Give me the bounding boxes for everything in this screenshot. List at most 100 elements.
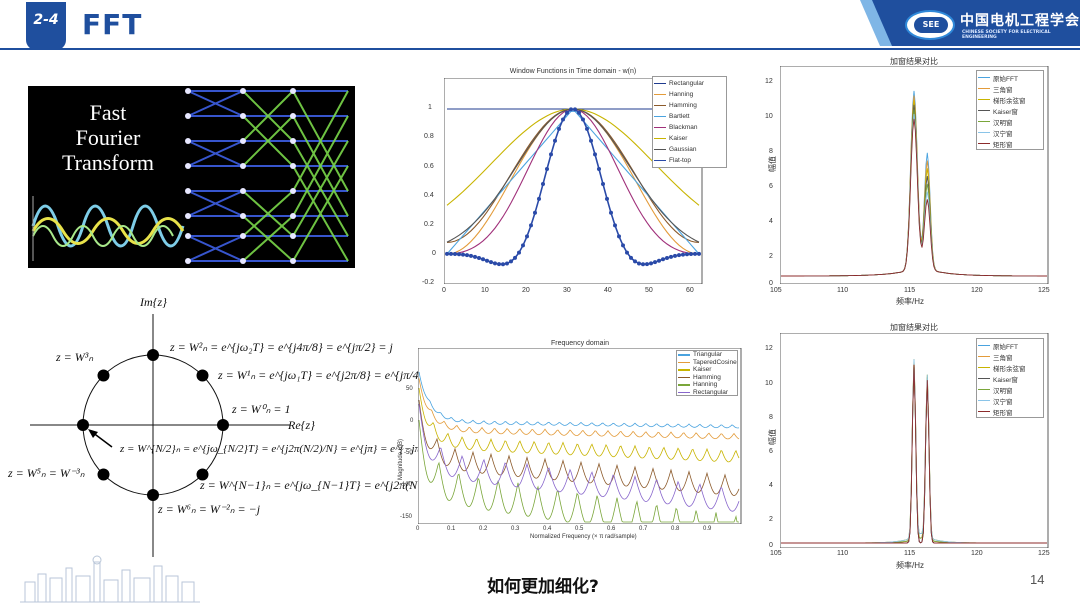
section-tab: [26, 2, 66, 50]
legend-swatch: [978, 344, 990, 347]
freq-xtick: 0.5: [575, 526, 584, 532]
window-xtick: 30: [563, 287, 571, 294]
legend-label: Hamming: [693, 373, 721, 381]
c1-xtick: 115: [904, 287, 916, 294]
flat-top-point: [545, 167, 549, 172]
flat-top-point: [669, 254, 673, 259]
root-w3: [97, 369, 110, 382]
flat-top-point: [525, 234, 529, 239]
flat-top-point: [601, 182, 605, 187]
unit-circle-diagram: [30, 314, 290, 557]
legend-label: TaperedCosine: [693, 358, 737, 366]
eq-w2: z = W²ₙ = e^{jω₂T} = e^{j4π/8} = e^{jπ/2…: [170, 340, 393, 354]
legend-label: 梯形余弦窗: [993, 365, 1026, 373]
flat-top-point: [621, 243, 625, 248]
legend-swatch: [978, 120, 990, 123]
legend-swatch: [678, 391, 690, 393]
c2-xtick: 105: [770, 550, 782, 557]
flat-top-point: [481, 257, 485, 262]
window-ytick: 0.4: [424, 192, 434, 199]
legend-swatch: [978, 142, 990, 145]
c2-ytick: 2: [769, 516, 773, 523]
freq-legend: [676, 350, 738, 396]
c1-ytick: 0: [769, 280, 773, 287]
eq-w1: z = W¹ₙ = e^{jω₁T} = e^{j2π/8} = e^{jπ/4…: [218, 368, 424, 382]
legend-entry: Gaussian: [654, 144, 726, 155]
legend-entry: Flat-top: [654, 155, 726, 166]
freq-x-axis-label: Normalized Frequency (× π rad/sample): [530, 534, 637, 540]
flat-top-point: [649, 261, 653, 266]
fft-banner-image: [28, 86, 355, 268]
c1-ytick: 2: [769, 253, 773, 260]
city-skyline-icon: [20, 555, 200, 603]
c1-ytick: 10: [765, 113, 773, 120]
legend-swatch: [678, 376, 690, 378]
bottom-question: 如何更加细化?: [487, 577, 599, 597]
freq-xtick: 0.2: [479, 526, 488, 532]
freq-xtick: 0.4: [543, 526, 552, 532]
page-number: 14: [1030, 572, 1045, 587]
legend-label: Blackman: [669, 124, 698, 131]
root-w2: [147, 349, 159, 361]
flat-top-point: [453, 252, 457, 257]
flat-top-point: [509, 259, 513, 264]
compare-series-line: [781, 118, 1047, 277]
flat-top-point: [609, 210, 613, 215]
legend-swatch: [978, 355, 990, 358]
freq-xtick: 0.1: [447, 526, 456, 532]
c1-x-axis-label: 频率/Hz: [896, 297, 924, 306]
window-ytick: 0: [432, 250, 436, 257]
flat-top-point: [553, 138, 557, 143]
flat-top-point: [473, 254, 477, 259]
im-axis-label: Im{z}: [140, 295, 167, 309]
flat-top-point: [493, 261, 497, 266]
flat-top-point: [577, 110, 581, 115]
flat-top-point: [529, 223, 533, 228]
legend-entry: Kaiser: [678, 366, 738, 374]
c2-y-axis-label: 幅值: [768, 429, 777, 445]
c2-xtick: 120: [971, 550, 983, 557]
flat-top-point: [517, 250, 521, 255]
freq-series-line: [418, 378, 740, 440]
window-xtick: 20: [522, 287, 530, 294]
legend-label: 三角窗: [993, 354, 1013, 362]
window-legend: [652, 76, 727, 168]
flat-top-point: [665, 255, 669, 260]
freq-series-line: [418, 387, 740, 463]
c2-xtick: 125: [1038, 550, 1050, 557]
legend-label: 矩形窗: [993, 141, 1013, 149]
window-ytick: 0.8: [424, 133, 434, 140]
root-w4: [77, 419, 89, 431]
freq-xtick: 0.8: [671, 526, 680, 532]
legend-swatch: [678, 384, 690, 386]
legend-label: Flat-top: [669, 157, 692, 164]
root-w5: [97, 468, 110, 481]
legend-swatch: [978, 87, 990, 90]
freq-xtick: 0.6: [607, 526, 616, 532]
c1-xtick: 125: [1038, 287, 1050, 294]
flat-top-point: [477, 255, 481, 260]
flat-top-point: [589, 138, 593, 143]
legend-swatch: [654, 93, 666, 96]
flat-top-point: [653, 260, 657, 265]
legend-entry: Hamming: [678, 374, 738, 382]
legend-entry: 原始FFT: [978, 72, 1044, 83]
legend-swatch: [654, 137, 666, 140]
legend-label: Rectangular: [669, 80, 705, 87]
legend-label: 矩形窗: [993, 409, 1013, 417]
legend-swatch: [678, 361, 690, 363]
c1-xtick: 120: [971, 287, 983, 294]
flat-top-point: [697, 251, 701, 256]
legend-swatch: [654, 104, 666, 107]
flat-top-point: [549, 152, 553, 157]
legend-swatch: [654, 148, 666, 151]
legend-swatch: [978, 399, 990, 402]
freq-series-line: [418, 403, 740, 512]
legend-entry: 梯形余弦窗: [978, 94, 1044, 105]
legend-entry: 三角窗: [978, 83, 1044, 94]
flat-top-point: [569, 107, 573, 112]
eq-w0: z = W⁰ₙ = 1: [232, 402, 291, 416]
c1-y-axis-label: 幅值: [768, 156, 777, 172]
butterfly-diagram: [31, 88, 349, 264]
legend-entry: Kaiser窗: [978, 373, 1044, 384]
